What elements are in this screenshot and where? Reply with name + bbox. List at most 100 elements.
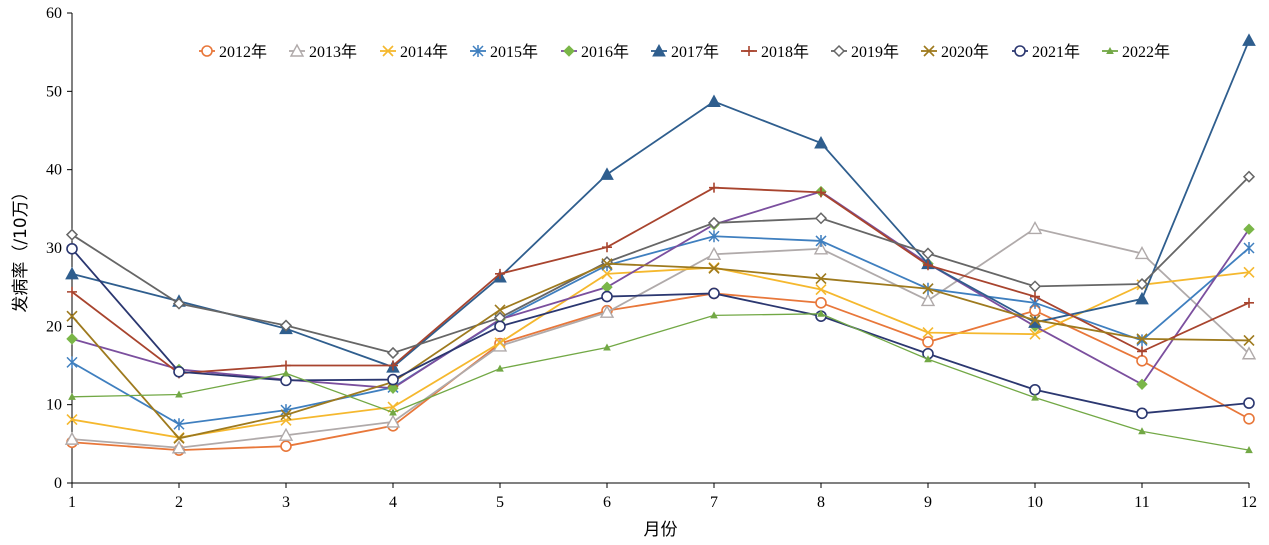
data-point	[816, 187, 826, 198]
legend-item: 2022年	[1102, 43, 1170, 61]
series-line	[71, 190, 1250, 390]
data-point	[280, 374, 292, 387]
data-point	[923, 260, 933, 271]
data-point	[813, 241, 829, 255]
data-point	[710, 311, 718, 319]
x-tick-label: 2	[175, 494, 183, 511]
data-point	[1031, 393, 1039, 401]
legend-item: 2013年	[289, 43, 357, 61]
y-tick-label: 60	[46, 5, 62, 22]
legend-label: 2016年	[581, 43, 629, 61]
legend-label: 2012年	[219, 43, 267, 61]
data-point	[289, 43, 305, 57]
data-point	[382, 45, 394, 57]
data-point	[66, 310, 78, 322]
data-point	[1243, 223, 1255, 235]
legend-label: 2014年	[400, 43, 448, 61]
series-2013年	[64, 220, 1257, 454]
data-point	[817, 309, 825, 317]
data-point	[387, 401, 399, 413]
data-point	[66, 242, 78, 255]
data-point	[282, 369, 290, 377]
data-point	[563, 45, 575, 57]
data-point	[173, 432, 185, 444]
x-tick-label: 7	[710, 494, 718, 511]
data-point	[494, 320, 506, 333]
data-point	[387, 373, 399, 386]
y-tick-label: 50	[46, 83, 62, 100]
data-point	[1029, 328, 1041, 340]
data-point	[171, 440, 187, 454]
data-point	[68, 392, 76, 400]
y-tick-label: 40	[46, 162, 62, 179]
data-point	[1136, 407, 1148, 420]
data-point	[709, 182, 719, 193]
data-point	[1028, 315, 1042, 328]
data-point	[1136, 378, 1148, 391]
data-point	[708, 262, 720, 274]
series-2021年	[66, 242, 1255, 420]
data-point	[1243, 242, 1255, 254]
data-point	[1241, 346, 1257, 360]
data-point	[1136, 334, 1148, 347]
data-point	[175, 390, 183, 398]
data-point	[920, 293, 936, 307]
data-point	[832, 44, 846, 58]
data-point	[67, 286, 77, 297]
data-point	[280, 414, 292, 426]
data-point	[815, 297, 827, 309]
data-point	[1014, 45, 1026, 57]
data-point	[1106, 46, 1114, 54]
data-point	[66, 413, 78, 426]
series-line	[71, 186, 1250, 375]
data-point	[815, 283, 827, 296]
data-point	[1028, 280, 1042, 293]
data-point	[172, 297, 186, 310]
data-point	[922, 283, 934, 295]
data-point	[496, 364, 504, 372]
legend-item: 2018年	[741, 43, 809, 61]
x-tick-label: 10	[1027, 494, 1043, 511]
data-point	[66, 333, 78, 345]
data-point	[1243, 397, 1255, 409]
x-tick-label: 6	[603, 494, 611, 511]
series-layer	[64, 33, 1257, 456]
data-point	[924, 355, 932, 363]
data-point	[280, 440, 292, 452]
data-point	[1029, 383, 1041, 396]
y-tick-label: 30	[46, 240, 62, 257]
data-point	[173, 365, 185, 378]
data-point	[1138, 427, 1146, 435]
data-point	[1029, 314, 1041, 326]
data-point	[385, 414, 401, 428]
data-point	[65, 266, 79, 280]
data-point	[744, 46, 754, 56]
data-point	[601, 290, 613, 303]
x-tick-label: 1	[68, 494, 76, 511]
legend-label: 2015年	[490, 43, 538, 61]
data-point	[1242, 170, 1256, 183]
data-point	[280, 409, 292, 421]
legend-label: 2022年	[1122, 43, 1170, 61]
legend-item: 2017年	[651, 43, 719, 61]
legend-label: 2020年	[941, 43, 989, 61]
data-point	[814, 135, 828, 149]
x-tick-label: 4	[389, 494, 397, 511]
data-point	[173, 418, 185, 431]
data-point	[201, 45, 213, 57]
legend-item: 2019年	[831, 43, 899, 61]
data-point	[494, 337, 506, 349]
data-point	[601, 281, 613, 293]
data-point	[66, 356, 78, 369]
data-point	[815, 234, 827, 247]
legend-item: 2021年	[1012, 43, 1080, 61]
data-point	[601, 268, 613, 280]
x-tick-label: 8	[817, 494, 825, 511]
data-point	[708, 287, 720, 300]
data-point	[652, 43, 666, 57]
series-line	[71, 40, 1250, 369]
x-tick-label: 5	[496, 494, 504, 511]
legend-item: 2020年	[921, 43, 989, 61]
legend-label: 2018年	[761, 43, 809, 61]
